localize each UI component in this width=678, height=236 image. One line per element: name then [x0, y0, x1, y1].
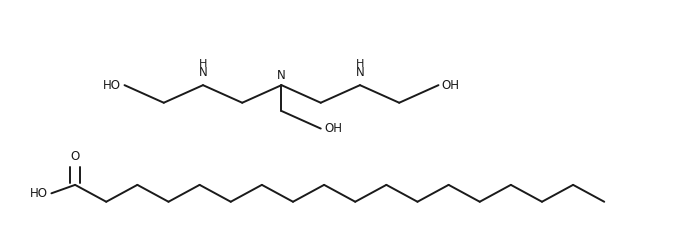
Text: N: N — [277, 69, 286, 82]
Text: N: N — [199, 66, 207, 79]
Text: OH: OH — [442, 79, 460, 92]
Text: OH: OH — [324, 122, 342, 135]
Text: HO: HO — [103, 79, 121, 92]
Text: H: H — [356, 59, 364, 69]
Text: O: O — [71, 150, 80, 163]
Text: HO: HO — [30, 187, 48, 200]
Text: H: H — [199, 59, 207, 69]
Text: N: N — [355, 66, 364, 79]
